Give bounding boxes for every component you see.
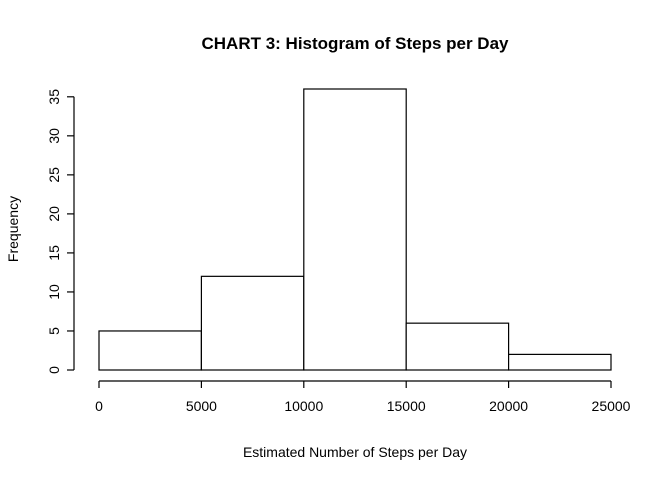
bars bbox=[98, 88, 612, 371]
chart-title: CHART 3: Histogram of Steps per Day bbox=[202, 34, 510, 53]
x-axis: 0 5000 10000 15000 20000 25000 bbox=[95, 380, 631, 414]
x-axis-label: Estimated Number of Steps per Day bbox=[243, 444, 467, 460]
y-tick-label: 0 bbox=[46, 366, 62, 374]
histogram-bar bbox=[98, 330, 203, 371]
y-tick-label: 25 bbox=[46, 167, 62, 183]
x-tick-label: 25000 bbox=[592, 398, 631, 414]
histogram-bar bbox=[405, 322, 510, 371]
y-axis-label: Frequency bbox=[5, 196, 21, 262]
y-tick-label: 35 bbox=[46, 89, 62, 105]
y-tick-label: 30 bbox=[46, 128, 62, 144]
y-tick-label: 20 bbox=[46, 206, 62, 222]
y-tick-label: 15 bbox=[46, 245, 62, 261]
x-tick-label: 5000 bbox=[186, 398, 217, 414]
x-tick-label: 10000 bbox=[284, 398, 323, 414]
histogram-bar bbox=[303, 88, 407, 371]
histogram-bar bbox=[508, 353, 612, 371]
y-axis: 0 5 10 15 20 25 30 35 bbox=[46, 89, 75, 374]
x-tick-label: 15000 bbox=[387, 398, 426, 414]
y-tick-label: 10 bbox=[46, 284, 62, 300]
x-tick-label: 0 bbox=[95, 398, 103, 414]
y-tick-label: 5 bbox=[46, 327, 62, 335]
histogram-bar bbox=[200, 275, 305, 371]
x-tick-label: 20000 bbox=[489, 398, 528, 414]
